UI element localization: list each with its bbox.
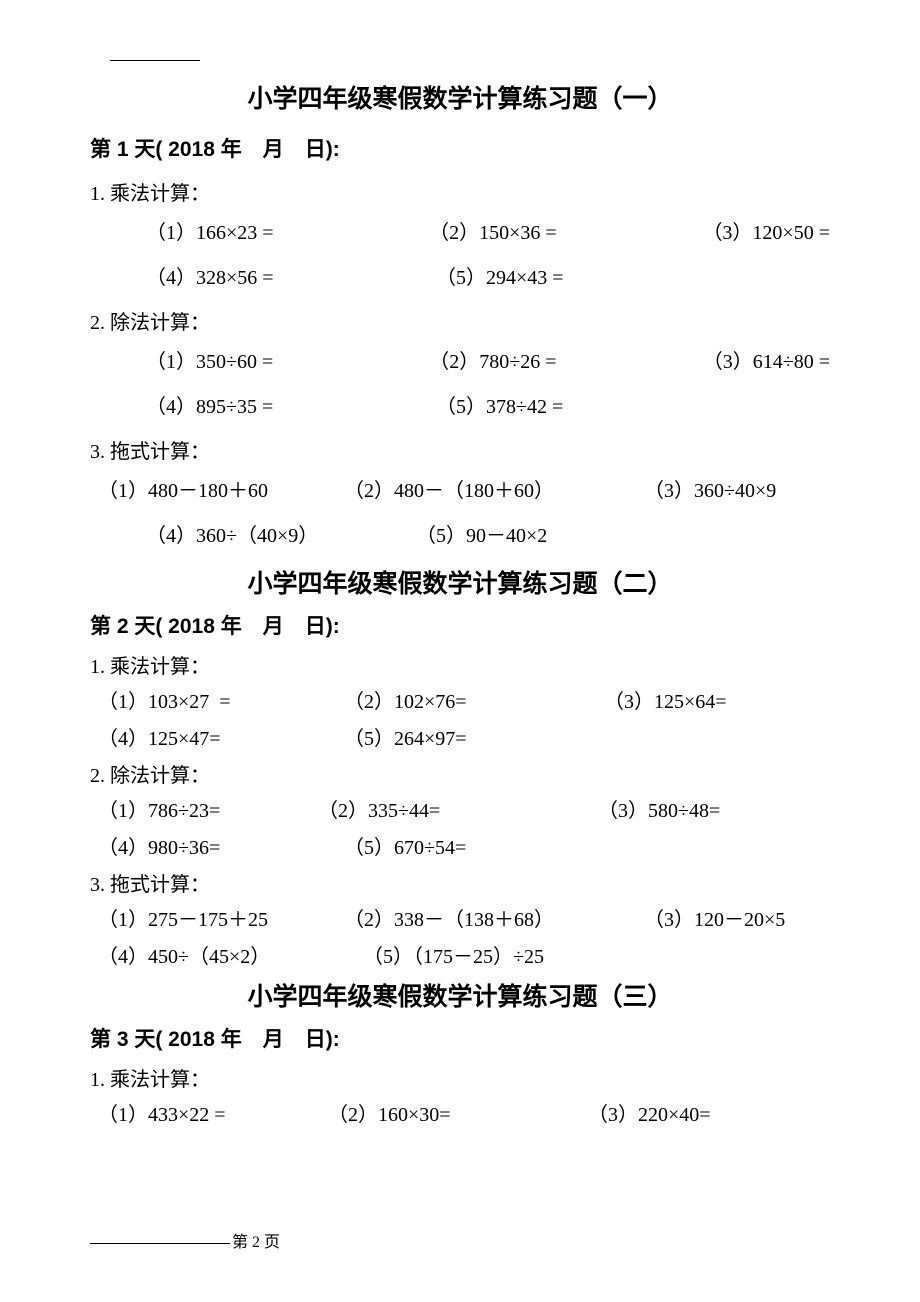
problem-row: （1）103×27 = （2）102×76= （3）125×64= [90,685,830,714]
problem-row: （1）350÷60 = （2）780÷26 = （3）614÷80 = [90,345,830,374]
worksheet-title-1: 小学四年级寒假数学计算练习题（一） [90,79,830,115]
day-header-1: 第 1 天( 2018 年 月 日): [90,133,830,163]
problem: （5）294×43 = [436,261,716,290]
problem-row: （1）275－175＋25 （2）338－（138＋68） （3）120－20×… [90,903,830,932]
problem: （4）328×56 = [146,261,436,290]
problem: （3）360÷40×9 [644,474,830,503]
problem: （2）160×30= [328,1098,588,1127]
problem-row: （4）360÷（40×9） （5）90－40×2 [90,519,830,548]
problem: （1）103×27 = [98,685,344,714]
problem-row: （4）980÷36= （5）670÷54= [90,831,830,860]
problem: （5）264×97= [344,722,604,751]
problem-row: （1）786÷23= （2）335÷44= （3）580÷48= [90,794,830,823]
section-label: 3. 拖式计算： [90,868,830,897]
problem [604,831,830,860]
problem-row: （4）328×56 = （5）294×43 = [90,261,830,290]
worksheet-title-3: 小学四年级寒假数学计算练习题（三） [90,977,830,1013]
problem-row: （1）166×23 = （2）150×36 = （3）120×50 = [90,216,830,245]
footer-rule [90,1243,230,1244]
problem: （1）433×22 = [98,1098,328,1127]
section-label: 3. 拖式计算： [90,435,830,464]
problem: （1）786÷23= [98,794,318,823]
problem [696,519,830,548]
problem: （3）120×50 = [702,216,830,245]
top-rule [110,60,200,61]
problem [716,390,830,419]
section-label: 1. 乘法计算： [90,1063,830,1092]
section-label: 1. 乘法计算： [90,650,830,679]
problem: （1）166×23 = [146,216,429,245]
problem: （4）895÷35 = [146,390,436,419]
day-header-2: 第 2 天( 2018 年 月 日): [90,610,830,640]
section-label: 1. 乘法计算： [90,177,830,206]
problem-row: （4）895÷35 = （5）378÷42 = [90,390,830,419]
problem: （2）338－（138＋68） [344,903,644,932]
problem-row: （1）480－180＋60 （2）480－（180＋60） （3）360÷40×… [90,474,830,503]
problem: （4）450÷（45×2） [98,940,363,969]
problem: （5）（175－25）÷25 [363,940,623,969]
problem: （4）360÷（40×9） [146,519,416,548]
problem: （2）480－（180＋60） [344,474,644,503]
problem [623,940,830,969]
problem: （2）150×36 = [429,216,702,245]
problem: （3）125×64= [604,685,830,714]
problem: （3）614÷80 = [703,345,830,374]
problem: （4）125×47= [98,722,344,751]
problem: （4）980÷36= [98,831,344,860]
section-label: 2. 除法计算： [90,759,830,788]
day-header-3: 第 3 天( 2018 年 月 日): [90,1023,830,1053]
problem: （3）120－20×5 [644,903,830,932]
problem: （3）580÷48= [598,794,830,823]
problem: （5）378÷42 = [436,390,716,419]
problem-row: （1）433×22 = （2）160×30= （3）220×40= [90,1098,830,1127]
section-label: 2. 除法计算： [90,306,830,335]
problem: （2）102×76= [344,685,604,714]
problem: （2）335÷44= [318,794,598,823]
problem: （1）480－180＋60 [98,474,344,503]
problem-row: （4）450÷（45×2） （5）（175－25）÷25 [90,940,830,969]
problem: （5）670÷54= [344,831,604,860]
problem: （1）350÷60 = [146,345,429,374]
problem: （2）780÷26 = [429,345,702,374]
worksheet-title-2: 小学四年级寒假数学计算练习题（二） [90,564,830,600]
page-footer: 第 2 页 [90,1228,280,1252]
page-number: 第 2 页 [232,1234,280,1251]
problem: （1）275－175＋25 [98,903,344,932]
problem [604,722,830,751]
problem-row: （4）125×47= （5）264×97= [90,722,830,751]
problem [716,261,830,290]
problem: （5）90－40×2 [416,519,696,548]
problem: （3）220×40= [588,1098,830,1127]
